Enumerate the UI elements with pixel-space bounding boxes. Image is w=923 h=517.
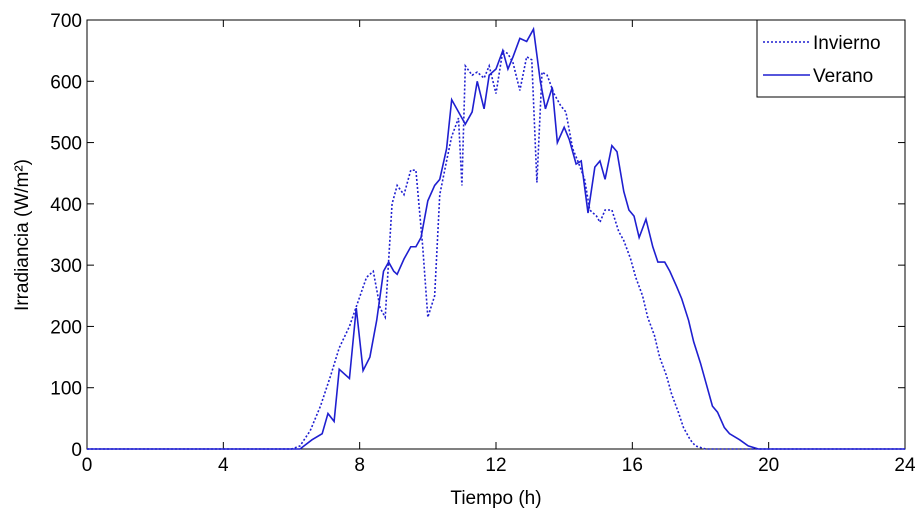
y-tick-label: 400	[50, 195, 82, 216]
y-tick-label: 100	[50, 379, 82, 400]
y-tick-label: 0	[71, 440, 82, 461]
legend-box	[756, 19, 906, 98]
legend-label: Invierno	[813, 33, 881, 54]
y-tick-label: 700	[50, 11, 82, 32]
x-tick-label: 24	[894, 455, 916, 476]
x-tick-label: 16	[622, 455, 643, 476]
y-axis-label: Irradiancia (W/m²)	[12, 159, 33, 311]
x-tick-label: 20	[758, 455, 779, 476]
x-tick-label: 0	[82, 455, 93, 476]
y-tick-label: 600	[50, 72, 82, 93]
x-tick-label: 4	[218, 455, 229, 476]
series-line	[87, 26, 905, 450]
y-tick-label: 200	[50, 317, 82, 338]
x-tick-label: 8	[354, 455, 365, 476]
legend-label: Verano	[813, 66, 873, 87]
y-tick-label: 500	[50, 134, 82, 155]
y-tick-label: 300	[50, 256, 82, 277]
x-axis-label: Tiempo (h)	[450, 488, 541, 509]
x-tick-label: 12	[485, 455, 506, 476]
